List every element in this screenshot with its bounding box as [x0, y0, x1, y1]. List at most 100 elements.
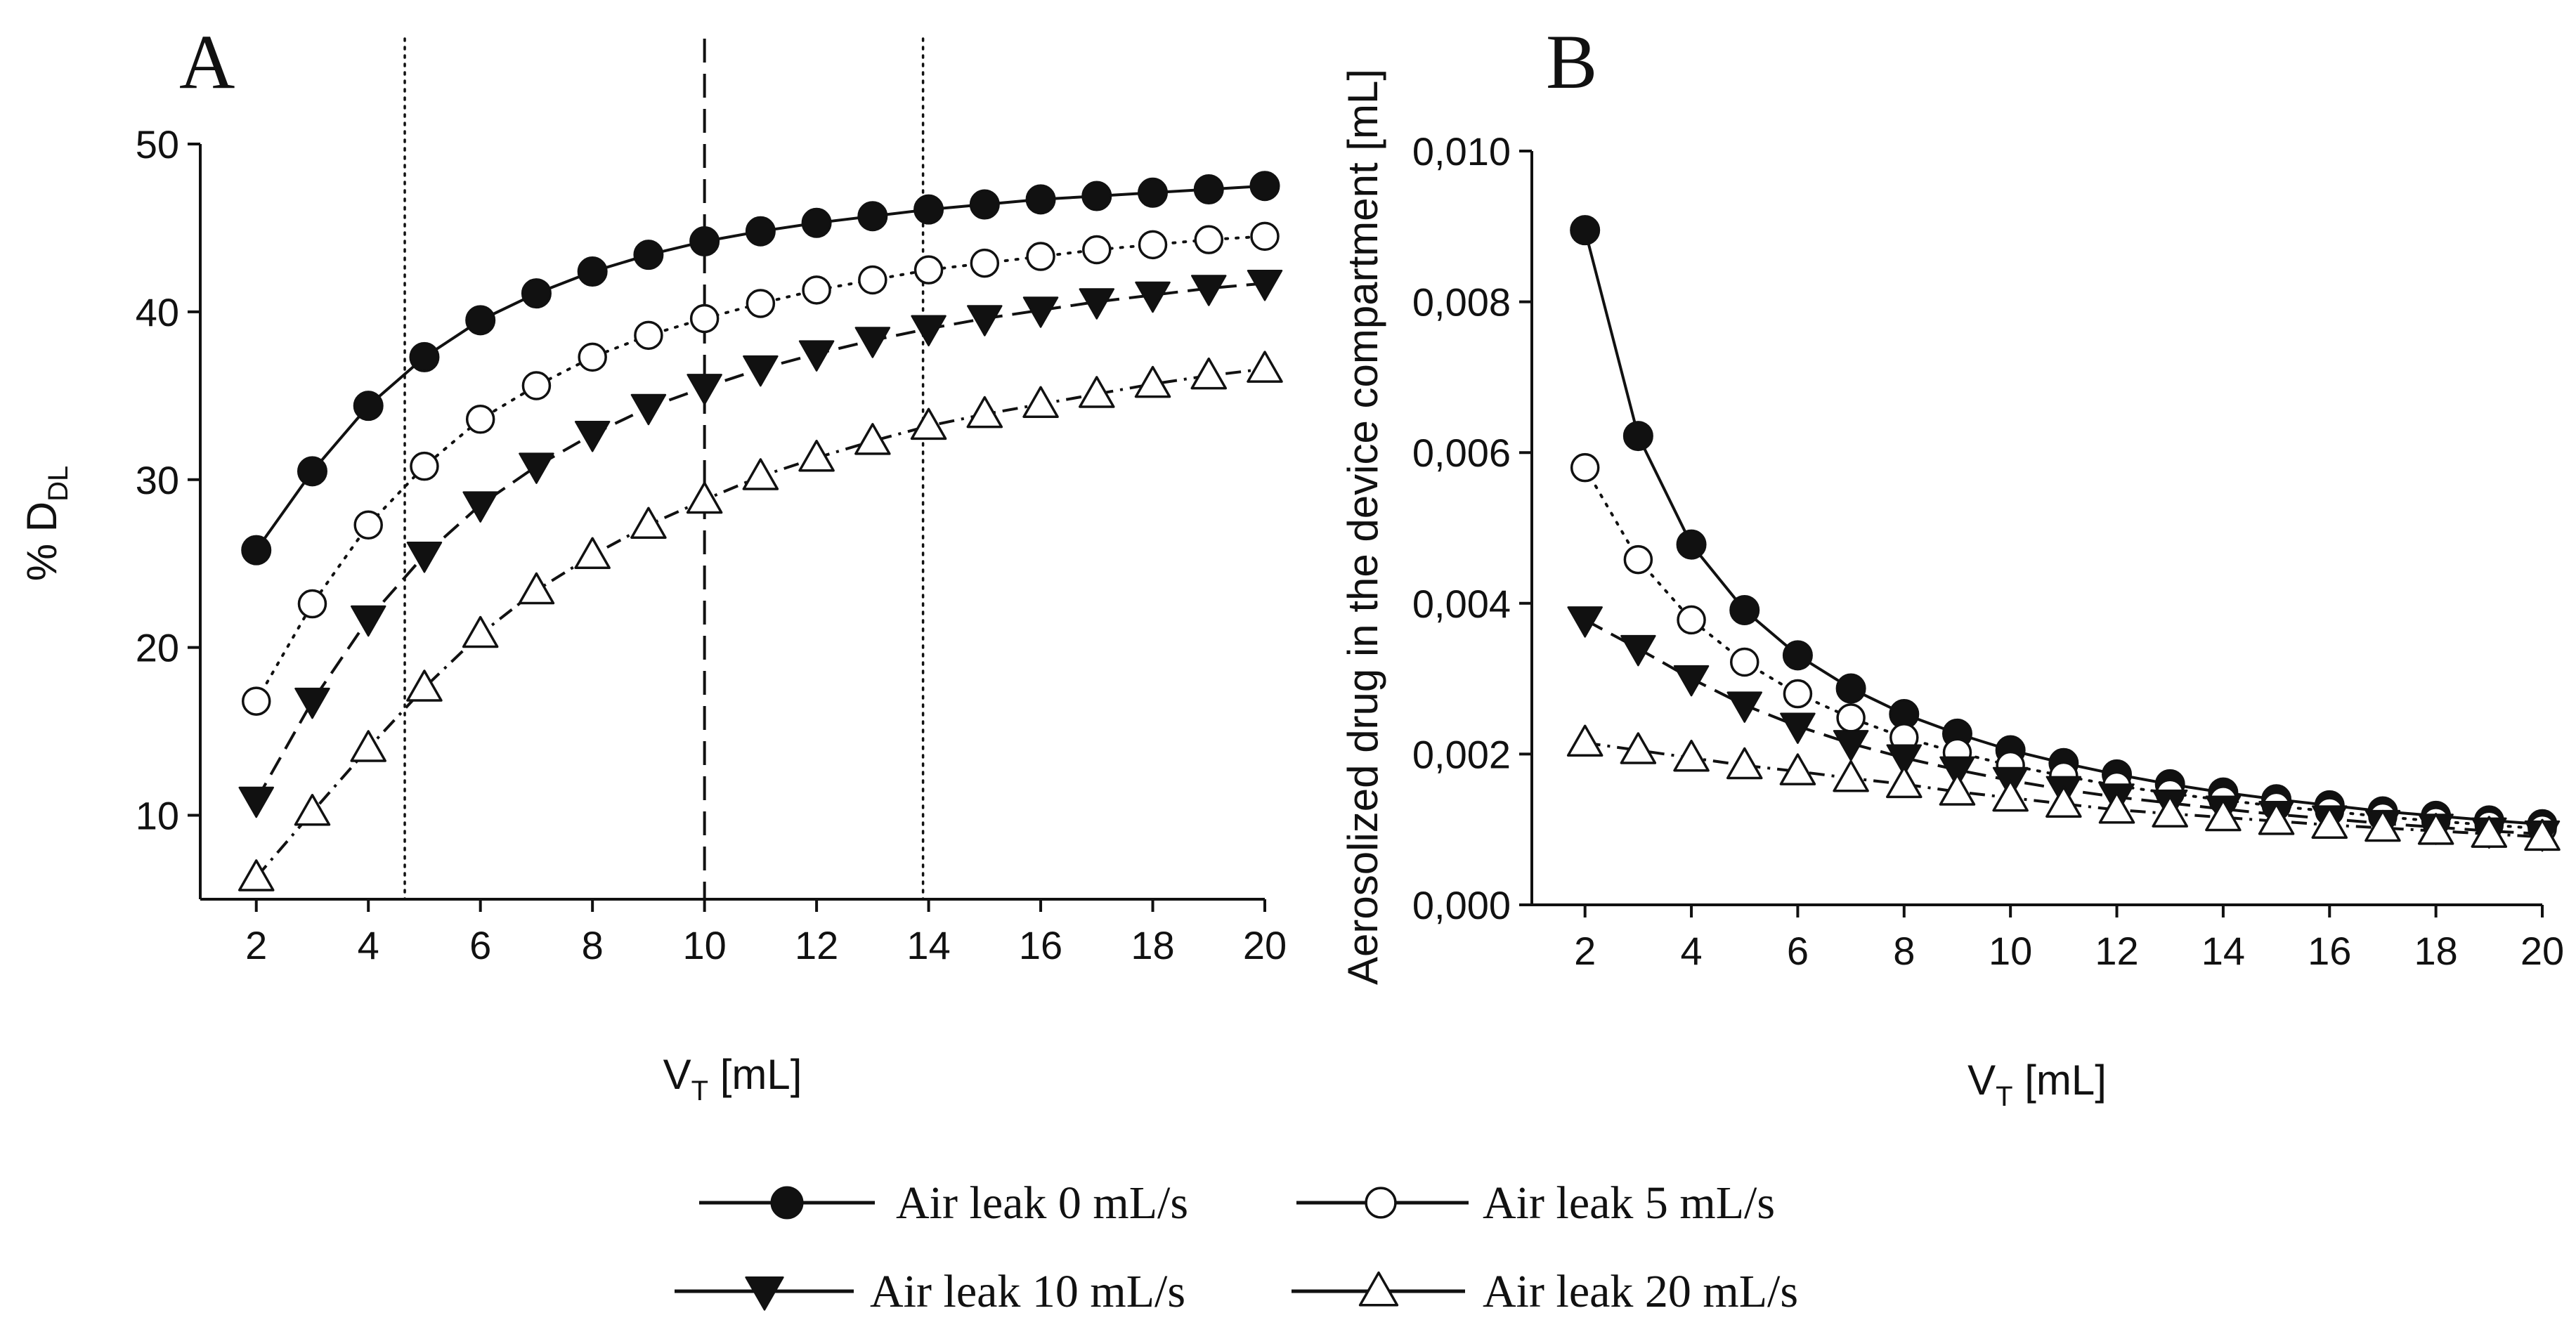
legend-item: Air leak 10 mL/s — [675, 1266, 1185, 1317]
data-point — [406, 670, 443, 702]
legend-item: Air leak 20 mL/s — [1292, 1266, 1798, 1317]
x-tick-label: 6 — [469, 923, 491, 967]
x-tick-label: 8 — [1893, 929, 1915, 973]
x-tick-label: 14 — [2201, 929, 2245, 973]
data-point — [462, 491, 498, 523]
legend-label: Air leak 5 mL/s — [1483, 1177, 1775, 1229]
data-point — [1566, 724, 1604, 757]
y-tick-label: 0,008 — [1412, 280, 1511, 325]
x-tick-label: 8 — [582, 923, 604, 967]
data-point — [630, 393, 667, 426]
data-point — [857, 201, 888, 232]
data-point — [1570, 215, 1601, 246]
data-point — [1992, 779, 2029, 812]
data-point — [294, 687, 330, 719]
data-point — [858, 265, 887, 295]
data-point — [2311, 806, 2348, 840]
data-point — [409, 341, 440, 372]
data-point — [410, 451, 439, 481]
data-point — [1082, 235, 1112, 265]
data-point — [241, 535, 272, 566]
data-point — [1673, 740, 1710, 772]
x-tick-label: 4 — [1680, 929, 1702, 973]
data-point — [294, 794, 331, 826]
series-air-leak-20 — [1566, 724, 2561, 851]
panel-b-chart: 0,000 0,002 0,004 0,006 0,008 0,010 2 4 6 8 10 12 14… — [1339, 19, 2564, 1112]
x-tick-label: 12 — [795, 923, 838, 967]
data-point — [854, 327, 891, 358]
data-point — [2045, 785, 2082, 818]
data-point — [913, 194, 944, 225]
data-point — [406, 542, 443, 573]
data-point — [350, 730, 386, 762]
data-point — [1729, 647, 1759, 677]
x-tick-label: 10 — [1989, 929, 2032, 973]
data-point — [238, 786, 274, 818]
series-line — [1583, 230, 2543, 826]
data-point — [1782, 640, 1813, 671]
data-point — [1134, 365, 1171, 398]
data-point — [238, 859, 275, 891]
data-point — [1570, 452, 1600, 483]
data-point — [802, 275, 831, 305]
data-point — [1193, 174, 1224, 204]
series-line — [255, 367, 1266, 879]
data-point — [521, 278, 552, 309]
data-point — [801, 207, 832, 238]
data-point — [241, 686, 271, 716]
data-point — [1726, 691, 1762, 723]
panel-a-chart: 10 20 30 40 50 2 4 6 8 10 12 14 16 18 20 VT [mL] A % DDL — [18, 19, 1287, 1106]
data-point — [1623, 544, 1653, 575]
data-point — [2258, 803, 2295, 835]
data-point — [1783, 679, 1813, 709]
series-air-leak-5 — [241, 221, 1280, 716]
data-point — [1780, 712, 1816, 744]
data-point — [465, 405, 495, 434]
data-point — [1026, 242, 1055, 271]
data-point — [969, 189, 1000, 220]
data-point — [1250, 221, 1280, 252]
data-point — [2471, 816, 2508, 848]
data-point — [1886, 744, 1923, 776]
series-air-leak-0 — [1570, 215, 2558, 840]
data-point — [686, 481, 723, 514]
x-tick-label: 4 — [358, 923, 379, 967]
x-tick-label: 18 — [2414, 929, 2457, 973]
data-point — [1022, 386, 1059, 419]
data-point — [1079, 376, 1115, 408]
data-point — [353, 510, 383, 540]
data-point — [1247, 351, 1283, 383]
y-tick-label: 0,010 — [1412, 129, 1511, 174]
legend-marker — [770, 1186, 804, 1220]
data-point — [798, 439, 835, 472]
x-tick-label: 10 — [682, 923, 726, 967]
x-tick-label: 2 — [245, 923, 267, 967]
data-point — [1567, 606, 1603, 638]
x-tick-label: 2 — [1574, 929, 1596, 973]
data-point — [630, 507, 667, 540]
data-point — [689, 226, 720, 257]
data-point — [1886, 766, 1923, 799]
data-point — [1939, 773, 1976, 806]
x-tick-label: 20 — [2520, 929, 2564, 973]
data-point — [1191, 275, 1227, 306]
series-air-leak-20 — [238, 351, 1283, 891]
x-tick-label: 16 — [2308, 929, 2351, 973]
data-point — [1673, 665, 1710, 697]
data-point — [1620, 634, 1656, 667]
data-point — [1677, 605, 1706, 635]
data-point — [911, 315, 947, 347]
data-point — [1135, 281, 1171, 313]
data-point — [2524, 818, 2561, 851]
data-point — [1194, 225, 1224, 254]
data-point — [2205, 799, 2242, 832]
data-point — [297, 589, 327, 619]
data-point — [1190, 357, 1228, 390]
data-point — [1081, 181, 1112, 211]
data-point — [1138, 177, 1169, 208]
data-point — [574, 421, 611, 452]
data-point — [350, 605, 386, 637]
y-tick-label: 0,002 — [1412, 732, 1511, 776]
y-tick-label: 0,004 — [1412, 582, 1511, 626]
